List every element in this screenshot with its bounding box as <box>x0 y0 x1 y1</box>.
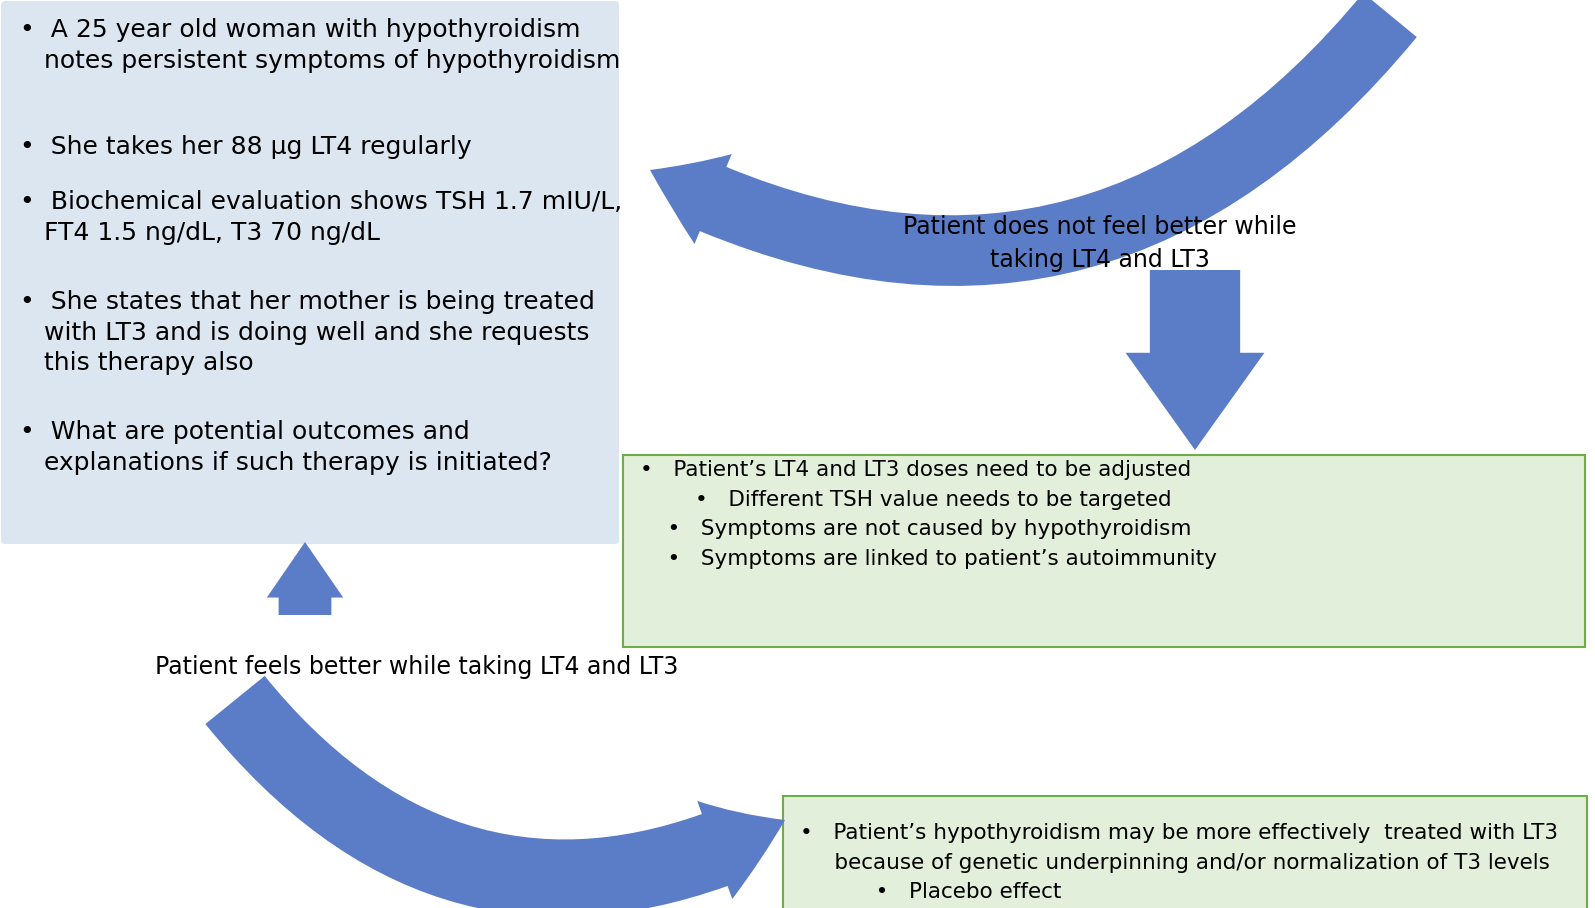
FancyArrowPatch shape <box>266 542 343 615</box>
Text: •  What are potential outcomes and
   explanations if such therapy is initiated?: • What are potential outcomes and explan… <box>21 420 552 475</box>
FancyArrowPatch shape <box>1126 270 1265 450</box>
Text: •   Patient’s LT4 and LT3 doses need to be adjusted
        •   Different TSH va: • Patient’s LT4 and LT3 doses need to be… <box>640 460 1217 568</box>
FancyArrowPatch shape <box>206 676 785 908</box>
Text: •  A 25 year old woman with hypothyroidism
   notes persistent symptoms of hypot: • A 25 year old woman with hypothyroidis… <box>21 18 620 73</box>
FancyBboxPatch shape <box>624 455 1585 647</box>
Text: •  Biochemical evaluation shows TSH 1.7 mIU/L,
   FT4 1.5 ng/dL, T3 70 ng/dL: • Biochemical evaluation shows TSH 1.7 m… <box>21 190 622 244</box>
Text: •   Patient’s hypothyroidism may be more effectively  treated with LT3
     beca: • Patient’s hypothyroidism may be more e… <box>801 823 1558 903</box>
Text: •  She states that her mother is being treated
   with LT3 and is doing well and: • She states that her mother is being tr… <box>21 290 595 375</box>
Text: •  She takes her 88 μg LT4 regularly: • She takes her 88 μg LT4 regularly <box>21 135 472 159</box>
FancyBboxPatch shape <box>2 1 619 544</box>
FancyArrowPatch shape <box>651 0 1416 286</box>
FancyBboxPatch shape <box>783 796 1587 908</box>
Text: Patient feels better while taking LT4 and LT3: Patient feels better while taking LT4 an… <box>155 655 678 679</box>
Text: Patient does not feel better while
taking LT4 and LT3: Patient does not feel better while takin… <box>903 215 1297 272</box>
